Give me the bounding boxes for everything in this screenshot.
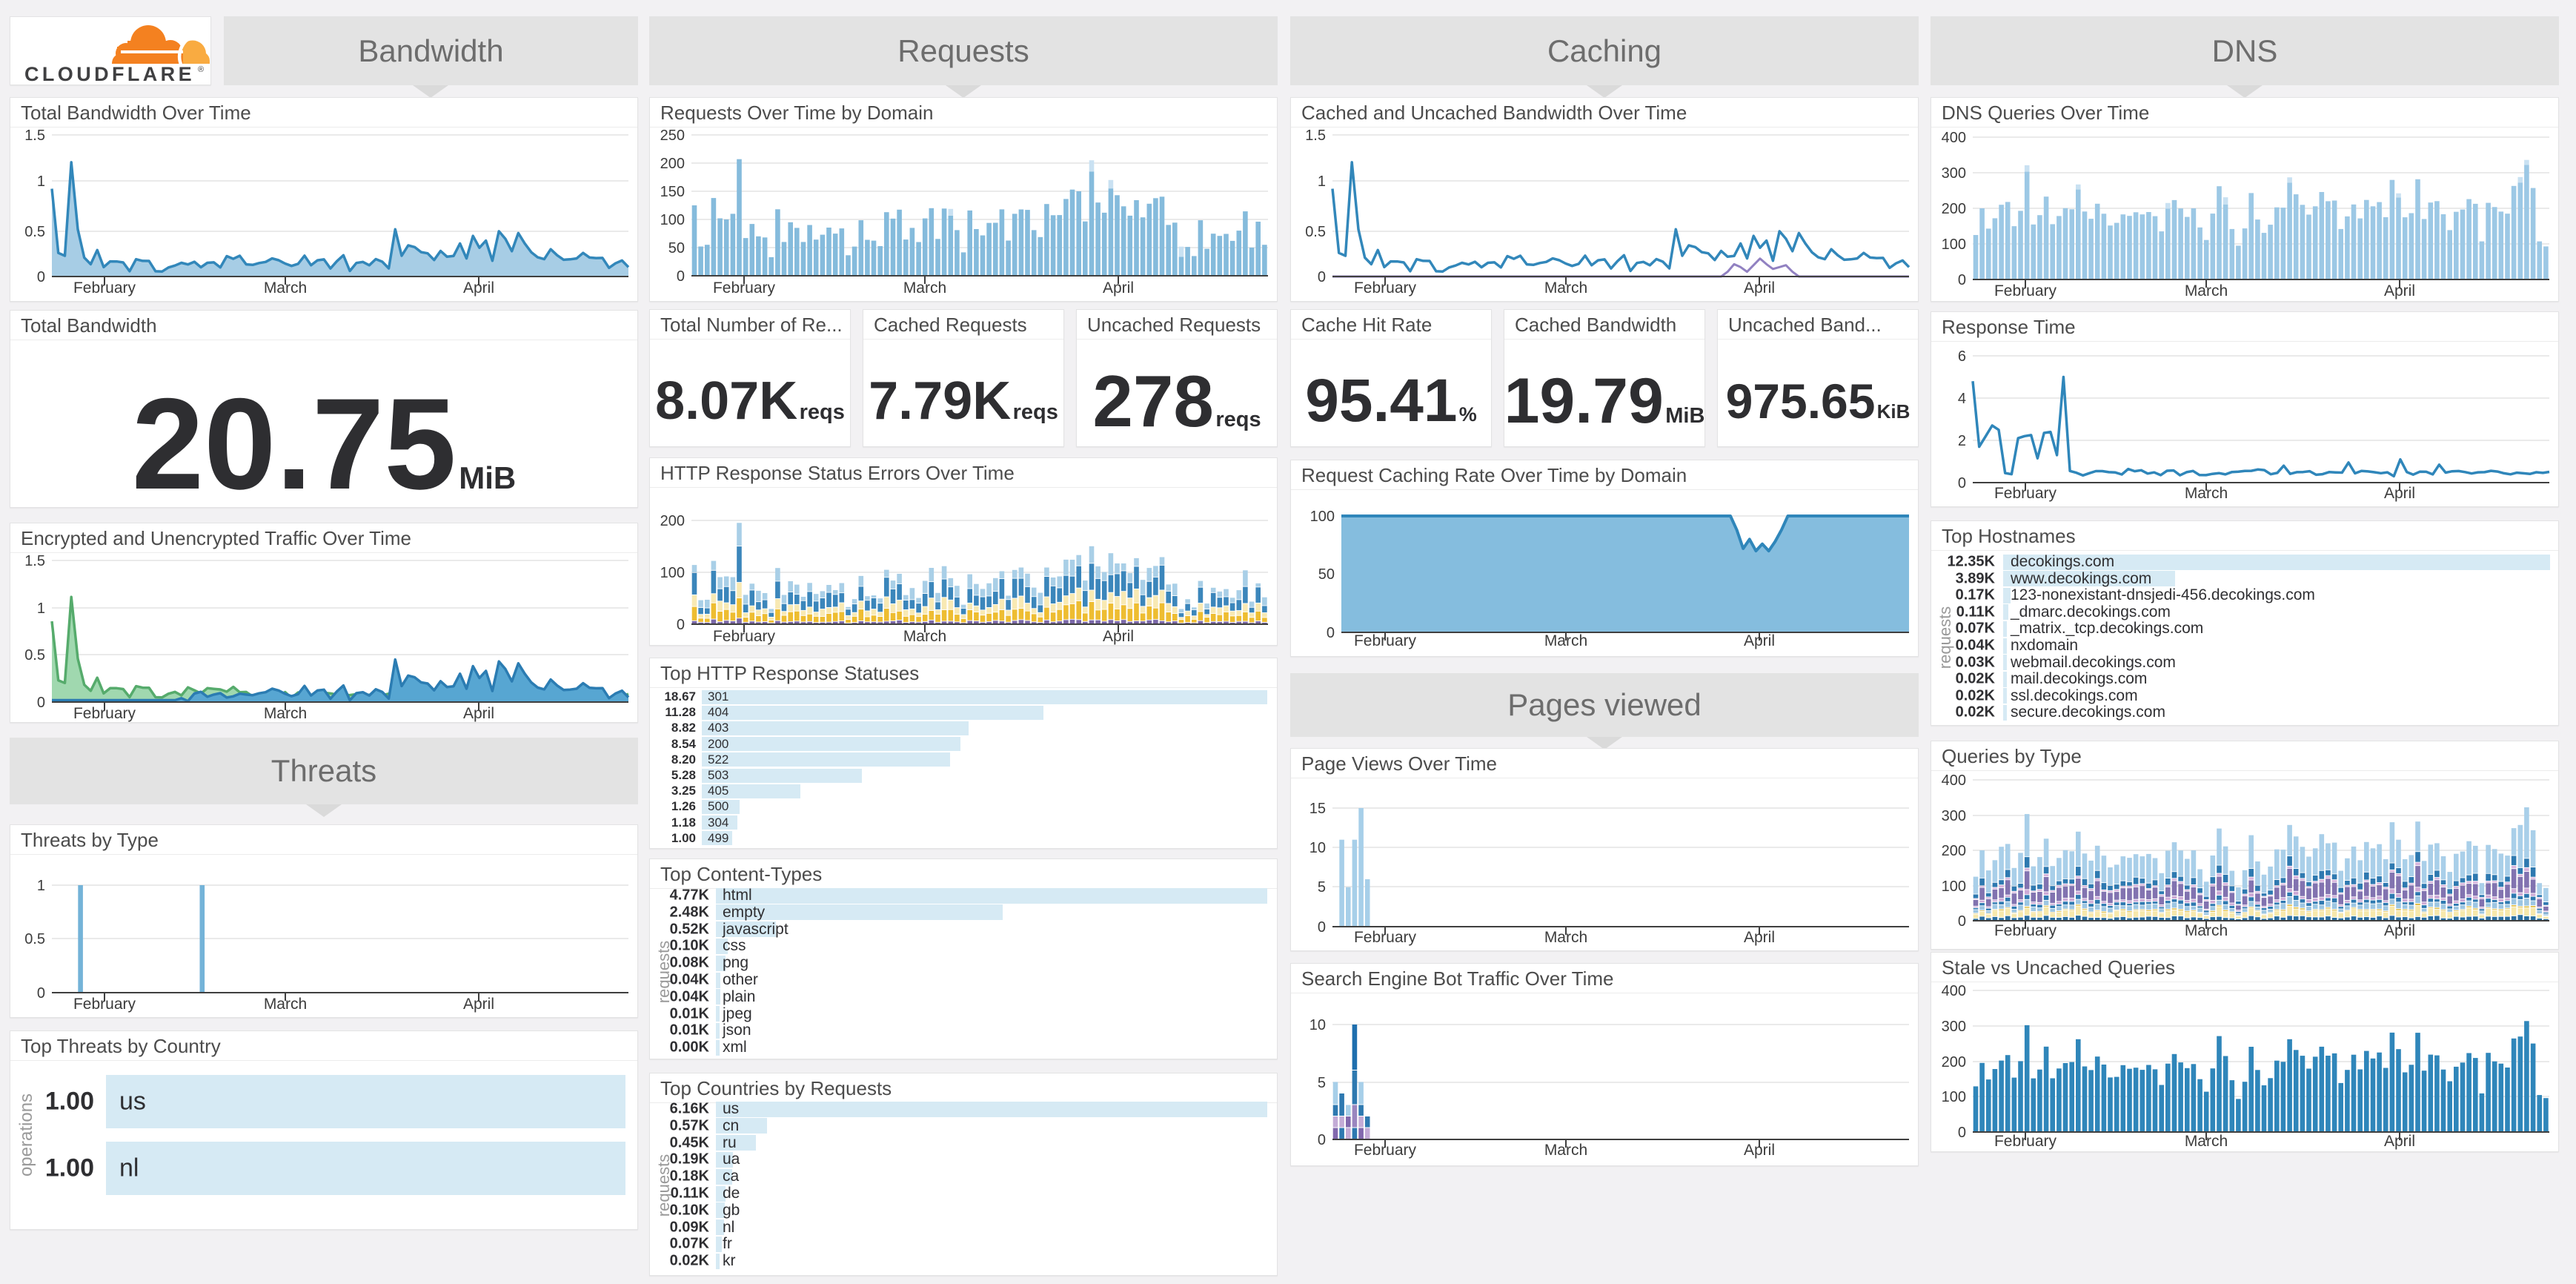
svg-text:0: 0: [677, 617, 685, 633]
svg-text:200: 200: [1942, 843, 1966, 859]
svg-text:0.5: 0.5: [24, 931, 45, 947]
svg-text:0: 0: [1327, 625, 1335, 641]
svg-text:1: 1: [37, 878, 45, 894]
svg-text:April: April: [1744, 279, 1775, 297]
svg-text:1.5: 1.5: [24, 553, 45, 569]
svg-text:April: April: [2384, 282, 2415, 300]
svg-text:April: April: [1103, 279, 1134, 297]
svg-text:February: February: [1354, 632, 1417, 649]
svg-text:0: 0: [1318, 269, 1326, 285]
svg-text:1.5: 1.5: [1305, 128, 1326, 144]
svg-text:March: March: [264, 705, 307, 722]
svg-text:0: 0: [37, 985, 45, 1002]
svg-text:4: 4: [1958, 391, 1966, 407]
svg-text:April: April: [1744, 632, 1775, 649]
svg-text:50: 50: [1318, 566, 1335, 583]
svg-text:100: 100: [1942, 1089, 1966, 1105]
svg-text:300: 300: [1942, 808, 1966, 824]
svg-text:March: March: [1544, 929, 1587, 946]
svg-text:2: 2: [1958, 433, 1966, 449]
svg-text:0: 0: [1958, 913, 1966, 930]
svg-text:February: February: [1354, 929, 1417, 946]
svg-text:March: March: [2185, 282, 2228, 300]
svg-text:March: March: [2185, 485, 2228, 502]
svg-text:March: March: [903, 279, 946, 297]
svg-text:0: 0: [677, 268, 685, 285]
svg-text:1: 1: [37, 173, 45, 190]
svg-text:February: February: [1994, 282, 2057, 300]
svg-text:April: April: [2384, 485, 2415, 502]
svg-text:400: 400: [1942, 130, 1966, 146]
svg-text:®: ®: [198, 65, 204, 74]
svg-text:February: February: [1994, 485, 2057, 502]
svg-text:February: February: [713, 628, 776, 645]
svg-text:50: 50: [668, 240, 685, 257]
svg-text:150: 150: [660, 184, 685, 200]
svg-text:0: 0: [1958, 475, 1966, 492]
svg-text:0: 0: [1958, 1125, 1966, 1141]
svg-text:February: February: [1994, 922, 2057, 939]
svg-text:March: March: [903, 628, 946, 645]
svg-text:February: February: [1994, 1133, 2057, 1150]
svg-text:0: 0: [37, 269, 45, 285]
svg-text:100: 100: [1310, 509, 1335, 525]
svg-text:200: 200: [1942, 1054, 1966, 1070]
svg-text:April: April: [463, 279, 494, 297]
svg-text:0.5: 0.5: [24, 224, 45, 240]
svg-text:200: 200: [660, 513, 685, 529]
svg-text:100: 100: [660, 212, 685, 228]
svg-text:April: April: [2384, 922, 2415, 939]
svg-text:February: February: [1354, 279, 1417, 297]
svg-text:April: April: [1744, 1142, 1775, 1159]
svg-text:100: 100: [660, 565, 685, 581]
svg-text:CLOUDFLARE: CLOUDFLARE: [24, 63, 195, 85]
svg-text:15: 15: [1309, 801, 1326, 817]
svg-text:1.5: 1.5: [24, 128, 45, 144]
svg-text:300: 300: [1942, 1019, 1966, 1035]
svg-text:0: 0: [1318, 1132, 1326, 1148]
svg-text:10: 10: [1309, 1017, 1326, 1033]
svg-text:5: 5: [1318, 1075, 1326, 1091]
svg-text:6: 6: [1958, 348, 1966, 365]
svg-text:March: March: [264, 996, 307, 1013]
svg-text:0: 0: [37, 695, 45, 711]
svg-text:200: 200: [1942, 201, 1966, 217]
svg-text:0: 0: [1958, 272, 1966, 288]
svg-text:February: February: [713, 279, 776, 297]
svg-text:February: February: [73, 996, 136, 1013]
svg-text:0.5: 0.5: [24, 647, 45, 663]
svg-text:250: 250: [660, 128, 685, 144]
svg-text:200: 200: [660, 156, 685, 172]
svg-text:February: February: [73, 279, 136, 297]
svg-text:March: March: [2185, 1133, 2228, 1150]
svg-text:0.5: 0.5: [1305, 224, 1326, 240]
svg-text:April: April: [1103, 628, 1134, 645]
svg-text:April: April: [463, 705, 494, 722]
svg-text:March: March: [2185, 922, 2228, 939]
svg-text:March: March: [1544, 279, 1587, 297]
svg-text:300: 300: [1942, 165, 1966, 182]
svg-text:5: 5: [1318, 879, 1326, 896]
svg-text:February: February: [73, 705, 136, 722]
svg-text:February: February: [1354, 1142, 1417, 1159]
svg-text:1: 1: [37, 600, 45, 617]
svg-text:100: 100: [1942, 236, 1966, 253]
svg-text:April: April: [463, 996, 494, 1013]
svg-text:March: March: [264, 279, 307, 297]
svg-text:10: 10: [1309, 840, 1326, 856]
svg-text:April: April: [2384, 1133, 2415, 1150]
svg-text:400: 400: [1942, 983, 1966, 999]
svg-text:400: 400: [1942, 772, 1966, 789]
svg-text:April: April: [1744, 929, 1775, 946]
svg-text:1: 1: [1318, 173, 1326, 190]
svg-text:March: March: [1544, 632, 1587, 649]
svg-text:March: March: [1544, 1142, 1587, 1159]
svg-text:100: 100: [1942, 878, 1966, 895]
svg-text:0: 0: [1318, 919, 1326, 936]
